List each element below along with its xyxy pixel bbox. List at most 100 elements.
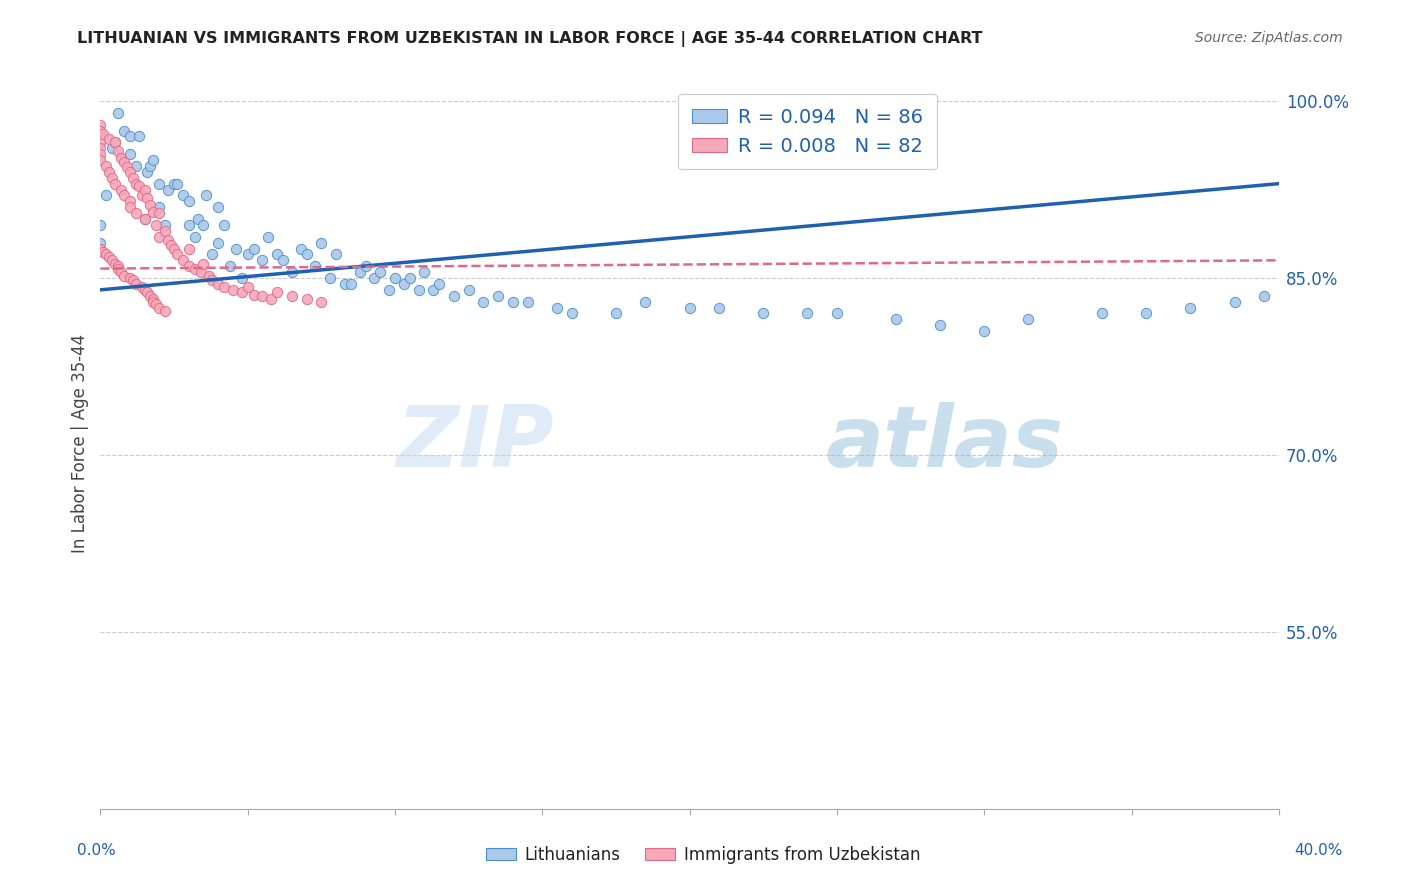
Point	[125, 277, 148, 291]
Point	[118, 165, 141, 179]
Point	[707, 301, 730, 315]
Legend: R = 0.094   N = 86, R = 0.008   N = 82: R = 0.094 N = 86, R = 0.008 N = 82	[678, 95, 936, 169]
Point	[115, 160, 138, 174]
Point	[101, 253, 124, 268]
Point	[145, 297, 167, 311]
Point	[148, 301, 170, 315]
Text: 40.0%: 40.0%	[1295, 843, 1343, 858]
Point	[112, 123, 135, 137]
Text: 0.0%: 0.0%	[77, 843, 117, 858]
Point	[139, 289, 162, 303]
Point	[378, 283, 401, 297]
Point	[219, 259, 242, 273]
Point	[118, 129, 141, 144]
Point	[605, 306, 627, 320]
Point	[207, 200, 229, 214]
Point	[973, 324, 995, 338]
Point	[139, 159, 162, 173]
Point	[177, 242, 200, 256]
Point	[89, 118, 111, 132]
Point	[142, 205, 165, 219]
Point	[142, 294, 165, 309]
Point	[408, 283, 430, 297]
Point	[172, 188, 194, 202]
Point	[96, 159, 118, 173]
Point	[198, 268, 221, 283]
Point	[201, 247, 224, 261]
Point	[222, 283, 245, 297]
Point	[472, 294, 495, 309]
Point	[177, 218, 200, 232]
Point	[242, 242, 264, 256]
Point	[634, 294, 657, 309]
Point	[128, 179, 150, 194]
Point	[207, 277, 229, 291]
Point	[177, 259, 200, 273]
Point	[368, 265, 391, 279]
Point	[89, 141, 111, 155]
Point	[413, 265, 436, 279]
Point	[148, 200, 170, 214]
Point	[752, 306, 775, 320]
Point	[236, 247, 259, 261]
Point	[193, 257, 215, 271]
Point	[118, 147, 141, 161]
Point	[225, 242, 247, 256]
Point	[136, 191, 159, 205]
Point	[101, 170, 124, 185]
Point	[118, 200, 141, 214]
Point	[110, 265, 132, 279]
Point	[166, 247, 188, 261]
Text: ZIP: ZIP	[396, 401, 554, 484]
Point	[157, 182, 180, 196]
Point	[91, 245, 114, 260]
Point	[266, 247, 288, 261]
Point	[311, 235, 333, 250]
Point	[134, 283, 156, 297]
Point	[516, 294, 538, 309]
Point	[153, 304, 176, 318]
Point	[107, 106, 129, 120]
Point	[363, 271, 385, 285]
Point	[89, 123, 111, 137]
Point	[163, 242, 186, 256]
Point	[384, 271, 406, 285]
Point	[825, 306, 848, 320]
Point	[89, 147, 111, 161]
Point	[392, 277, 415, 291]
Point	[231, 285, 253, 300]
Point	[148, 229, 170, 244]
Point	[252, 289, 274, 303]
Point	[89, 218, 111, 232]
Point	[112, 188, 135, 202]
Point	[139, 198, 162, 212]
Point	[134, 212, 156, 227]
Point	[502, 294, 524, 309]
Point	[1223, 294, 1246, 309]
Point	[112, 268, 135, 283]
Point	[1017, 312, 1039, 326]
Point	[236, 280, 259, 294]
Point	[333, 277, 356, 291]
Point	[295, 293, 318, 307]
Point	[290, 242, 312, 256]
Point	[118, 194, 141, 209]
Point	[91, 127, 114, 141]
Point	[125, 159, 148, 173]
Point	[183, 261, 205, 276]
Point	[89, 242, 111, 256]
Point	[546, 301, 568, 315]
Point	[104, 136, 127, 150]
Point	[271, 253, 294, 268]
Point	[148, 177, 170, 191]
Point	[163, 177, 186, 191]
Point	[172, 253, 194, 268]
Point	[195, 188, 218, 202]
Point	[177, 194, 200, 209]
Point	[212, 218, 235, 232]
Point	[153, 224, 176, 238]
Point	[98, 165, 121, 179]
Point	[311, 294, 333, 309]
Point	[121, 170, 143, 185]
Point	[134, 212, 156, 227]
